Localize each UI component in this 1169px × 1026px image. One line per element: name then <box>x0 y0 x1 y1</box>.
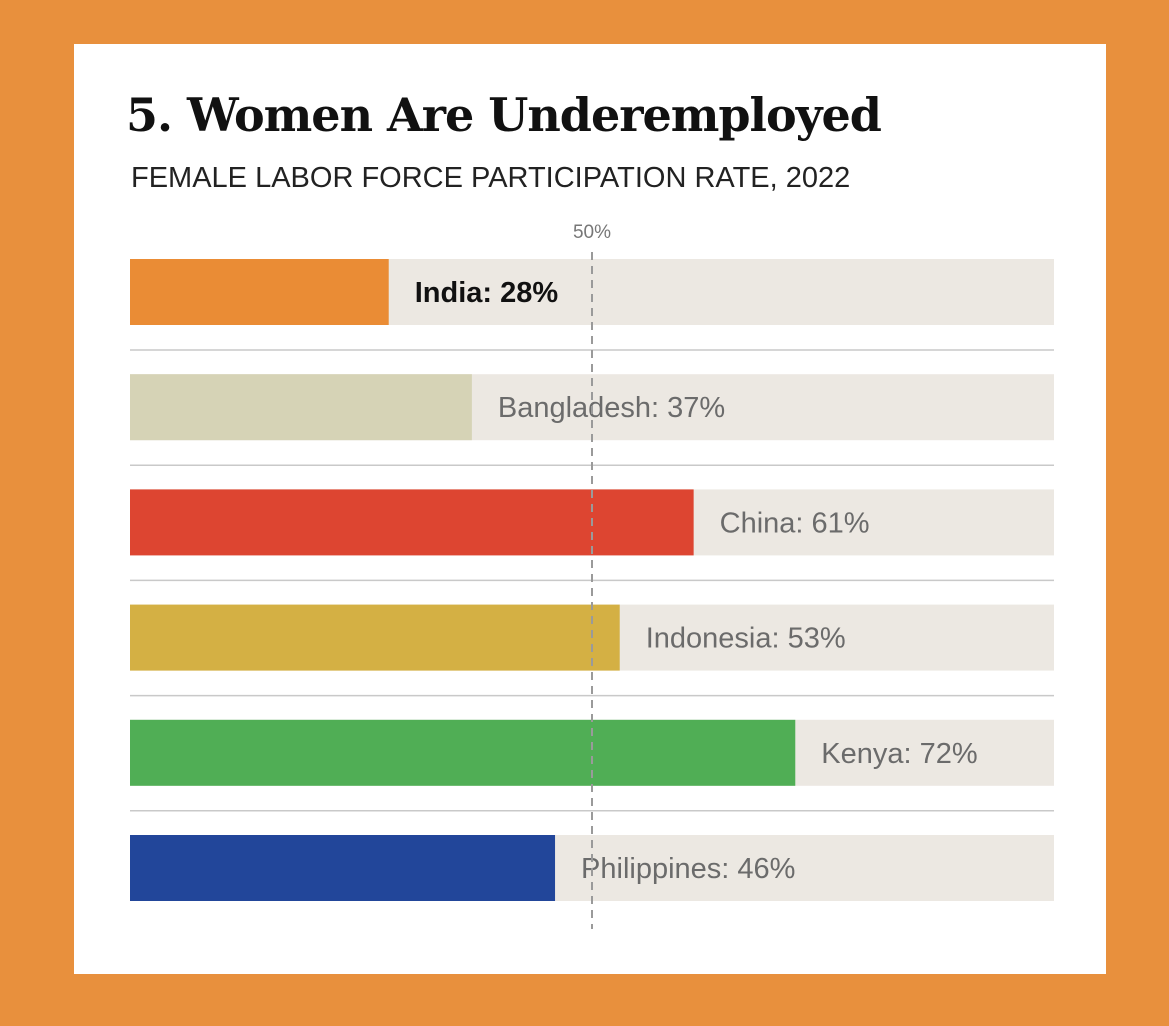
bar-india <box>130 259 389 325</box>
bar-indonesia <box>130 604 620 671</box>
chart-subtitle: FEMALE LABOR FORCE PARTICIPATION RATE, 2… <box>131 162 851 194</box>
bar-kenya <box>130 719 796 786</box>
value-label-china: China: 61% <box>720 507 870 539</box>
chart-card: 5. Women Are Underemployed FEMALE LABOR … <box>74 44 1106 974</box>
reference-line-label: 50% <box>573 222 611 243</box>
value-label-kenya: Kenya: 72% <box>821 738 977 770</box>
bar-chart: India: 28% Bangladesh: 37% China: 61% Indon… <box>130 222 1054 929</box>
value-label-indonesia: Indonesia: 53% <box>646 623 846 655</box>
value-label-bangladesh: Bangladesh: 37% <box>498 392 725 424</box>
bar-china <box>130 489 694 556</box>
chart-title: 5. Women Are Underemployed <box>126 88 882 142</box>
value-label-india: India: 28% <box>415 277 559 309</box>
bar-philippines <box>130 835 556 901</box>
bar-bangladesh <box>130 374 472 441</box>
value-label-philippines: Philippines: 46% <box>581 853 795 885</box>
